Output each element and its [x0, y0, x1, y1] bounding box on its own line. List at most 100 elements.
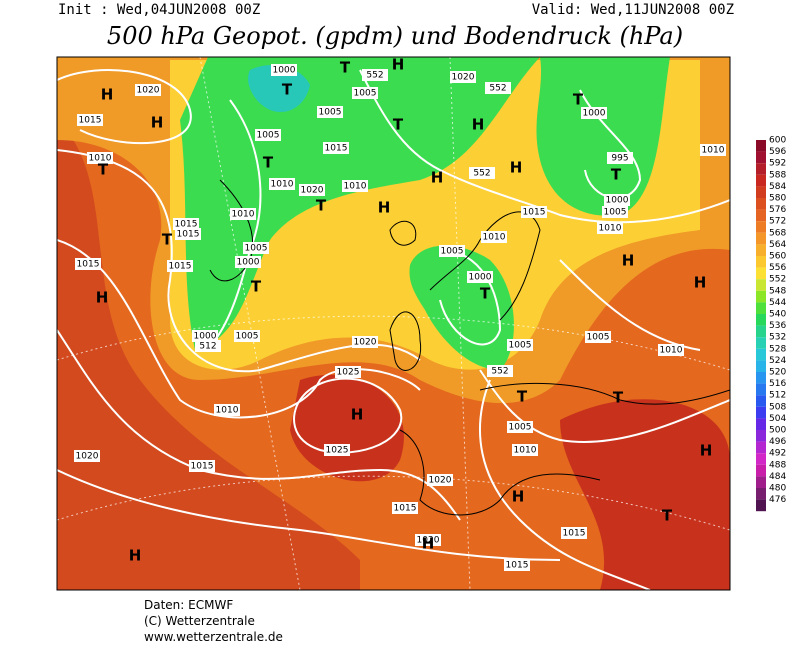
pressure-center: T: [162, 231, 173, 249]
map-title: 500 hPa Geopot. (gpdm) und Bodendruck (h…: [106, 22, 684, 50]
color-bar-label: 536: [769, 321, 786, 331]
isobar-label: 1005: [245, 244, 268, 254]
pressure-center: T: [340, 59, 351, 77]
isobar-label-box: [658, 344, 684, 356]
isobar-label-box: [269, 178, 295, 190]
color-bar-swatch: [756, 279, 766, 291]
color-bar-swatch: [756, 441, 766, 454]
pressure-center: H: [694, 274, 707, 292]
color-bar-swatch: [756, 186, 766, 198]
isobar-label-box: [87, 152, 113, 164]
pressure-center: T: [393, 116, 404, 134]
color-bar-swatch: [756, 395, 766, 407]
isobar-label: 1005: [509, 341, 532, 351]
isobar-label-box: [597, 222, 623, 234]
color-bar-label: 548: [769, 286, 786, 296]
isobar-label: 1005: [441, 247, 464, 257]
color-bar-label: 576: [769, 205, 786, 215]
isobar-label: 512: [199, 342, 216, 352]
color-bar-swatch: [756, 325, 766, 338]
color-bar-label: 540: [769, 310, 786, 320]
color-bar-swatch: [756, 163, 766, 175]
color-bar-swatch: [756, 290, 766, 303]
pressure-center: H: [129, 547, 142, 565]
color-bar-label: 516: [769, 379, 786, 389]
color-bar-swatch: [756, 418, 766, 430]
color-bar-label: 584: [769, 182, 786, 192]
pressure-center: T: [263, 154, 274, 172]
coastlines: [209, 179, 730, 516]
pressure-center: H: [378, 199, 391, 217]
source: Daten: ECMWF: [144, 598, 234, 612]
isobar-label-box: [469, 167, 495, 179]
isobar-label-box: [362, 69, 388, 81]
copyright: (C) Wetterzentrale: [144, 614, 255, 628]
pressure-center: T: [480, 285, 491, 303]
color-bar-label: 492: [769, 449, 786, 459]
init-time: Init : Wed,04JUN2008 00Z: [58, 2, 261, 18]
cold-field: [536, 57, 670, 216]
color-bar-label: 476: [769, 495, 786, 505]
isobar-label-box: [75, 258, 101, 270]
isobars: [57, 69, 730, 590]
color-bar-swatch: [756, 499, 766, 512]
color-bar-swatch: [756, 476, 766, 488]
isobar-label: 1020: [76, 452, 99, 462]
color-bar-label: 496: [769, 437, 786, 447]
color-bar-swatch: [756, 140, 766, 152]
isobar-label-box: [561, 527, 587, 539]
isobar-label-box: [602, 206, 628, 218]
isobar-label: 1010: [89, 154, 112, 164]
isobar-label-box: [243, 242, 269, 254]
map-frame: [56, 56, 731, 591]
pressure-center: H: [472, 116, 485, 134]
pressure-center: T: [611, 166, 622, 184]
color-bar-label: 588: [769, 170, 786, 180]
isobar-label-box: [230, 208, 256, 220]
isobar-label: 1015: [563, 529, 586, 539]
isobar-label-box: [585, 331, 611, 343]
cold-core: [248, 65, 310, 113]
color-bar-swatch: [756, 244, 766, 256]
color-bar-label: 568: [769, 228, 786, 238]
isobar-label-box: [135, 84, 161, 96]
color-bar-label: 520: [769, 368, 786, 378]
isobar-label: 1010: [271, 180, 294, 190]
isobar-label: 552: [489, 84, 506, 94]
pressure-center: T: [613, 389, 624, 407]
isobar-label-box: [467, 271, 493, 283]
isobar-label: 1005: [604, 208, 627, 218]
pressure-center: H: [101, 86, 114, 104]
pressure-center: H: [700, 442, 713, 460]
isobar-label-box: [195, 340, 221, 352]
color-bar-label: 556: [769, 263, 786, 273]
color-bar-label: 508: [769, 402, 786, 412]
isobar-label: 1015: [325, 144, 348, 154]
isobar-label: 1015: [175, 220, 198, 230]
isobar-label: 1010: [514, 446, 537, 456]
isobar-label: 1010: [660, 346, 683, 356]
map-field: [57, 57, 730, 590]
warm-field: [57, 120, 360, 590]
isobar-label-box: [189, 460, 215, 472]
color-bar-swatch: [756, 198, 766, 210]
isobar-label: 1015: [523, 208, 546, 218]
color-bar-label: 596: [769, 147, 786, 157]
isobar-label: 1005: [257, 131, 280, 141]
isobar-label-box: [74, 450, 100, 462]
color-bar-swatch: [756, 221, 766, 233]
color-bar-label: 500: [769, 426, 786, 436]
color-bar-label: 532: [769, 333, 786, 343]
isobar-label-box: [335, 366, 361, 378]
pressure-center: H: [151, 114, 164, 132]
isobar-label: 995: [611, 154, 628, 164]
color-bar-swatch: [756, 267, 766, 280]
color-bar-label: 488: [769, 460, 786, 470]
color-bar-label: 484: [769, 472, 786, 482]
isobar-label: 1020: [301, 186, 324, 196]
isobar-label: 1010: [702, 146, 725, 156]
color-bar-swatch: [756, 256, 766, 268]
color-bar-swatch: [756, 174, 766, 187]
isobar-label-box: [439, 245, 465, 257]
